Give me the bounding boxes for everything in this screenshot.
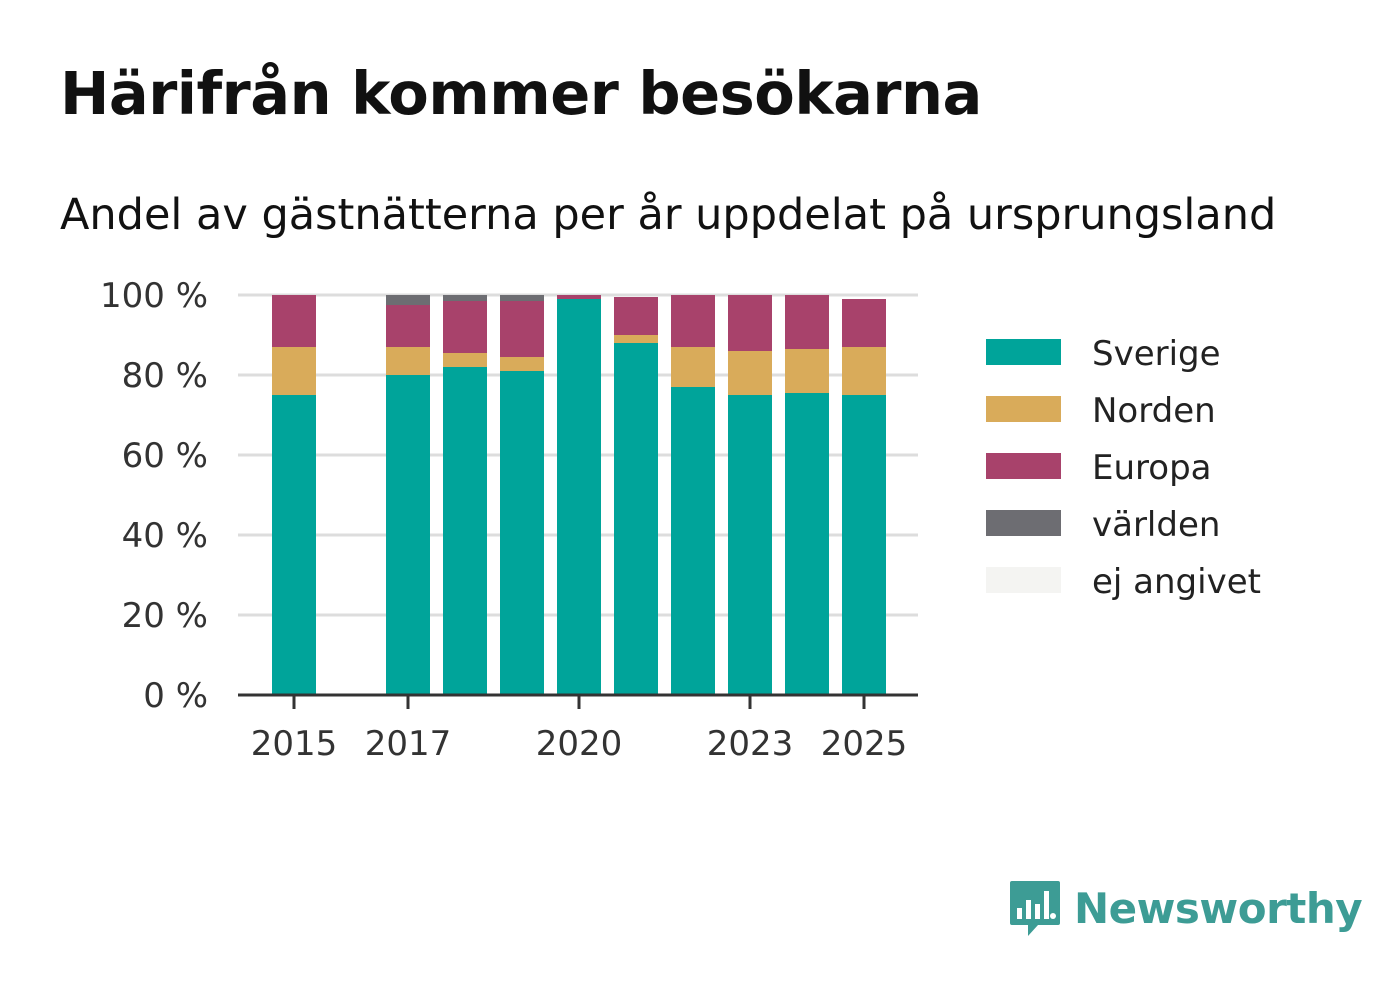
bar-segment [842, 299, 886, 347]
legend: Sverige Norden Europa världen ej angivet [986, 334, 1261, 602]
bar-segment [671, 347, 715, 387]
brand-logo: Newsworthy [1008, 878, 1363, 938]
y-tick-label: 20 % [122, 596, 208, 636]
x-tick-label: 2023 [707, 724, 794, 764]
bar-segment [500, 295, 544, 301]
legend-label: Norden [1092, 391, 1216, 431]
x-axis: 2015 2017 2020 2023 2025 [238, 693, 918, 764]
y-axis-ticks: 0 % 20 % 40 % 60 % 80 % 100 % [100, 276, 208, 716]
x-tick-label: 2017 [365, 724, 452, 764]
bar-segment [557, 299, 601, 695]
legend-swatch [986, 510, 1061, 536]
bar-segment [443, 301, 487, 353]
bar-segment [386, 305, 430, 347]
bar-segment [443, 295, 487, 301]
y-tick-label: 40 % [122, 516, 208, 556]
legend-label: ej angivet [1092, 562, 1261, 602]
bar-segment [671, 295, 715, 347]
y-tick-label: 100 % [100, 276, 208, 316]
bar-segment [443, 367, 487, 695]
bar-segment [386, 375, 430, 695]
legend-swatch [986, 396, 1061, 422]
bars [272, 295, 886, 695]
brand-name: Newsworthy [1074, 883, 1363, 933]
bar-segment [500, 371, 544, 695]
bar-segment [842, 395, 886, 695]
y-tick-label: 60 % [122, 436, 208, 476]
bar-segment [557, 295, 601, 299]
bar-segment [785, 295, 829, 349]
bar-segment [728, 395, 772, 695]
bar-segment [785, 393, 829, 695]
bar-segment [728, 295, 772, 351]
bar-segment [443, 353, 487, 367]
chart-subtitle: Andel av gästnätterna per år uppdelat på… [60, 190, 1277, 240]
bar-segment [842, 347, 886, 395]
legend-swatch [986, 453, 1061, 479]
bar-segment [500, 301, 544, 357]
legend-label: världen [1092, 505, 1220, 545]
bar-segment [272, 395, 316, 695]
bar-segment [728, 351, 772, 395]
x-tick-label: 2025 [821, 724, 908, 764]
chart-title: Härifrån kommer besökarna [60, 59, 982, 128]
y-tick-label: 0 % [143, 676, 208, 716]
bar-segment [272, 295, 316, 347]
bar-segment [614, 335, 658, 343]
bar-segment [272, 347, 316, 395]
x-tick-label: 2020 [536, 724, 623, 764]
bar-segment [614, 343, 658, 695]
bar-segment [785, 349, 829, 393]
bar-segment [386, 347, 430, 375]
legend-label: Sverige [1092, 334, 1221, 374]
legend-label: Europa [1092, 448, 1211, 488]
x-tick-label: 2015 [251, 724, 338, 764]
newsworthy-logo-icon [1010, 881, 1060, 936]
legend-swatch [986, 339, 1061, 365]
bar-segment [614, 297, 658, 335]
y-tick-label: 80 % [122, 356, 208, 396]
bar-segment [671, 387, 715, 695]
legend-swatch [986, 567, 1061, 593]
bar-segment [500, 357, 544, 371]
bar-segment [386, 295, 430, 305]
